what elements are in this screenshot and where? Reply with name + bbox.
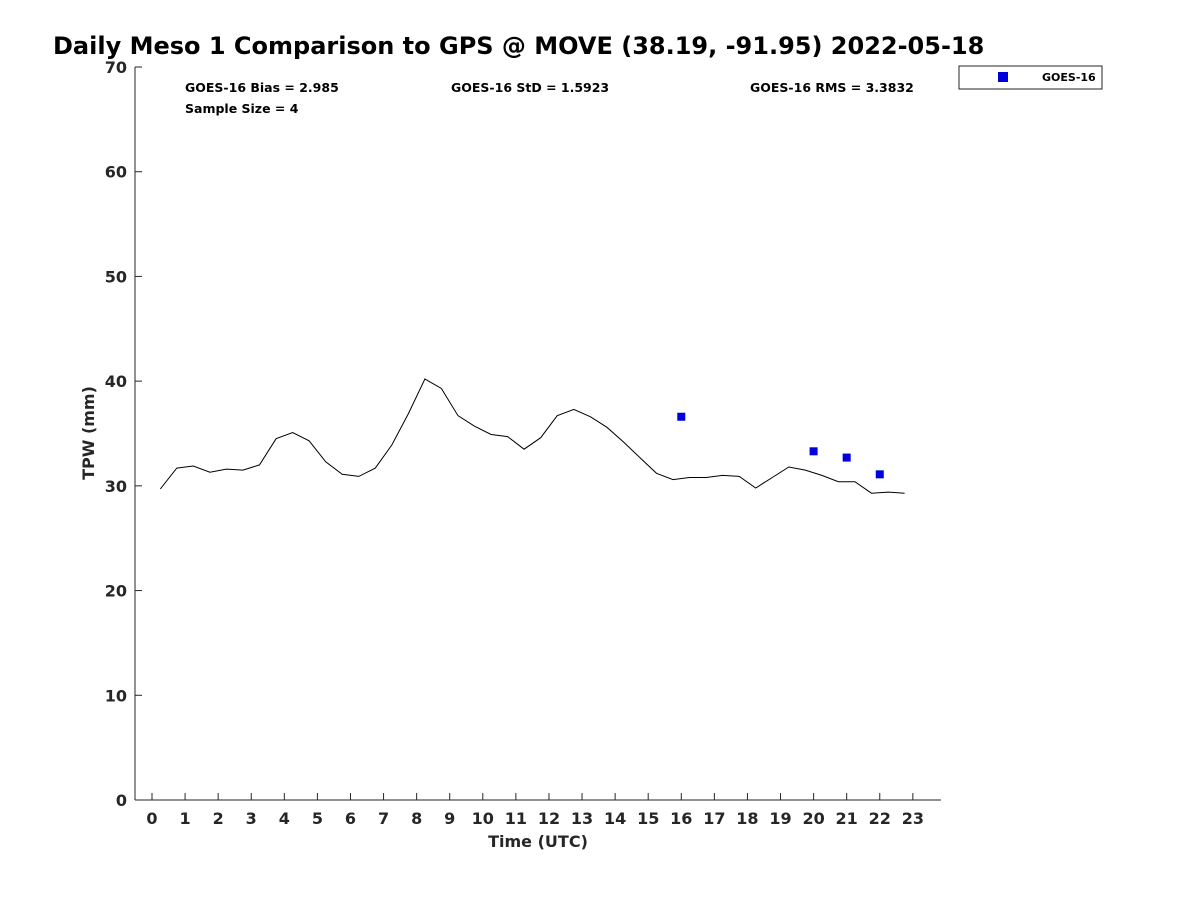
legend-label-goes16: GOES-16 — [1042, 71, 1096, 84]
x-tick-label: 11 — [505, 809, 527, 828]
y-axis-label: TPW (mm) — [79, 386, 98, 480]
x-tick-label: 18 — [736, 809, 758, 828]
rms-annotation: GOES-16 RMS = 3.3832 — [750, 80, 914, 95]
y-tick-label: 20 — [105, 582, 127, 601]
goes16-point — [842, 453, 851, 462]
x-tick-label: 20 — [802, 809, 824, 828]
goes16-point — [875, 470, 884, 479]
y-tick-label: 0 — [116, 791, 127, 810]
x-tick-label: 2 — [213, 809, 224, 828]
x-tick-label: 14 — [604, 809, 626, 828]
bias-annotation: GOES-16 Bias = 2.985 — [185, 80, 339, 95]
x-tick-label: 0 — [146, 809, 157, 828]
y-tick-label: 30 — [105, 477, 127, 496]
y-tick-label: 60 — [105, 163, 127, 182]
gps-tpw-line — [159, 378, 905, 494]
x-tick-label: 22 — [869, 809, 891, 828]
x-axis-label: Time (UTC) — [488, 832, 588, 851]
legend: GOES-16 — [958, 65, 1103, 90]
x-tick-label: 1 — [180, 809, 191, 828]
sample-size-annotation: Sample Size = 4 — [185, 101, 299, 116]
y-ticks: 0 10 20 30 40 50 60 70 — [105, 58, 142, 810]
goes16-point — [809, 447, 818, 456]
x-tick-label: 7 — [378, 809, 389, 828]
x-tick-label: 13 — [571, 809, 593, 828]
x-tick-label: 19 — [769, 809, 791, 828]
x-tick-label: 6 — [345, 809, 356, 828]
x-tick-label: 5 — [312, 809, 323, 828]
x-tick-label: 17 — [703, 809, 725, 828]
goes16-point — [677, 412, 686, 421]
y-tick-label: 70 — [105, 58, 127, 77]
x-tick-label: 23 — [902, 809, 924, 828]
x-ticks: 0 1 2 3 4 5 6 7 8 9 10 11 12 13 14 15 16 17 18 19 20 21 22 23 — [146, 793, 924, 828]
x-tick-label: 9 — [444, 809, 455, 828]
x-tick-label: 8 — [411, 809, 422, 828]
axes — [134, 67, 941, 801]
y-tick-label: 10 — [105, 686, 127, 705]
x-tick-label: 12 — [538, 809, 560, 828]
chart-title: Daily Meso 1 Comparison to GPS @ MOVE (3… — [53, 32, 984, 60]
legend-box — [958, 65, 1103, 90]
plot-series — [159, 378, 905, 494]
x-tick-label: 4 — [279, 809, 290, 828]
y-tick-label: 40 — [105, 372, 127, 391]
stats-annotations: GOES-16 Bias = 2.985 GOES-16 StD = 1.592… — [185, 80, 914, 116]
y-tick-label: 50 — [105, 267, 127, 286]
x-tick-label: 21 — [836, 809, 858, 828]
x-tick-label: 3 — [246, 809, 257, 828]
x-tick-label: 10 — [472, 809, 494, 828]
legend-marker — [998, 72, 1008, 82]
std-annotation: GOES-16 StD = 1.5923 — [451, 80, 609, 95]
x-tick-label: 15 — [637, 809, 659, 828]
x-tick-label: 16 — [670, 809, 692, 828]
